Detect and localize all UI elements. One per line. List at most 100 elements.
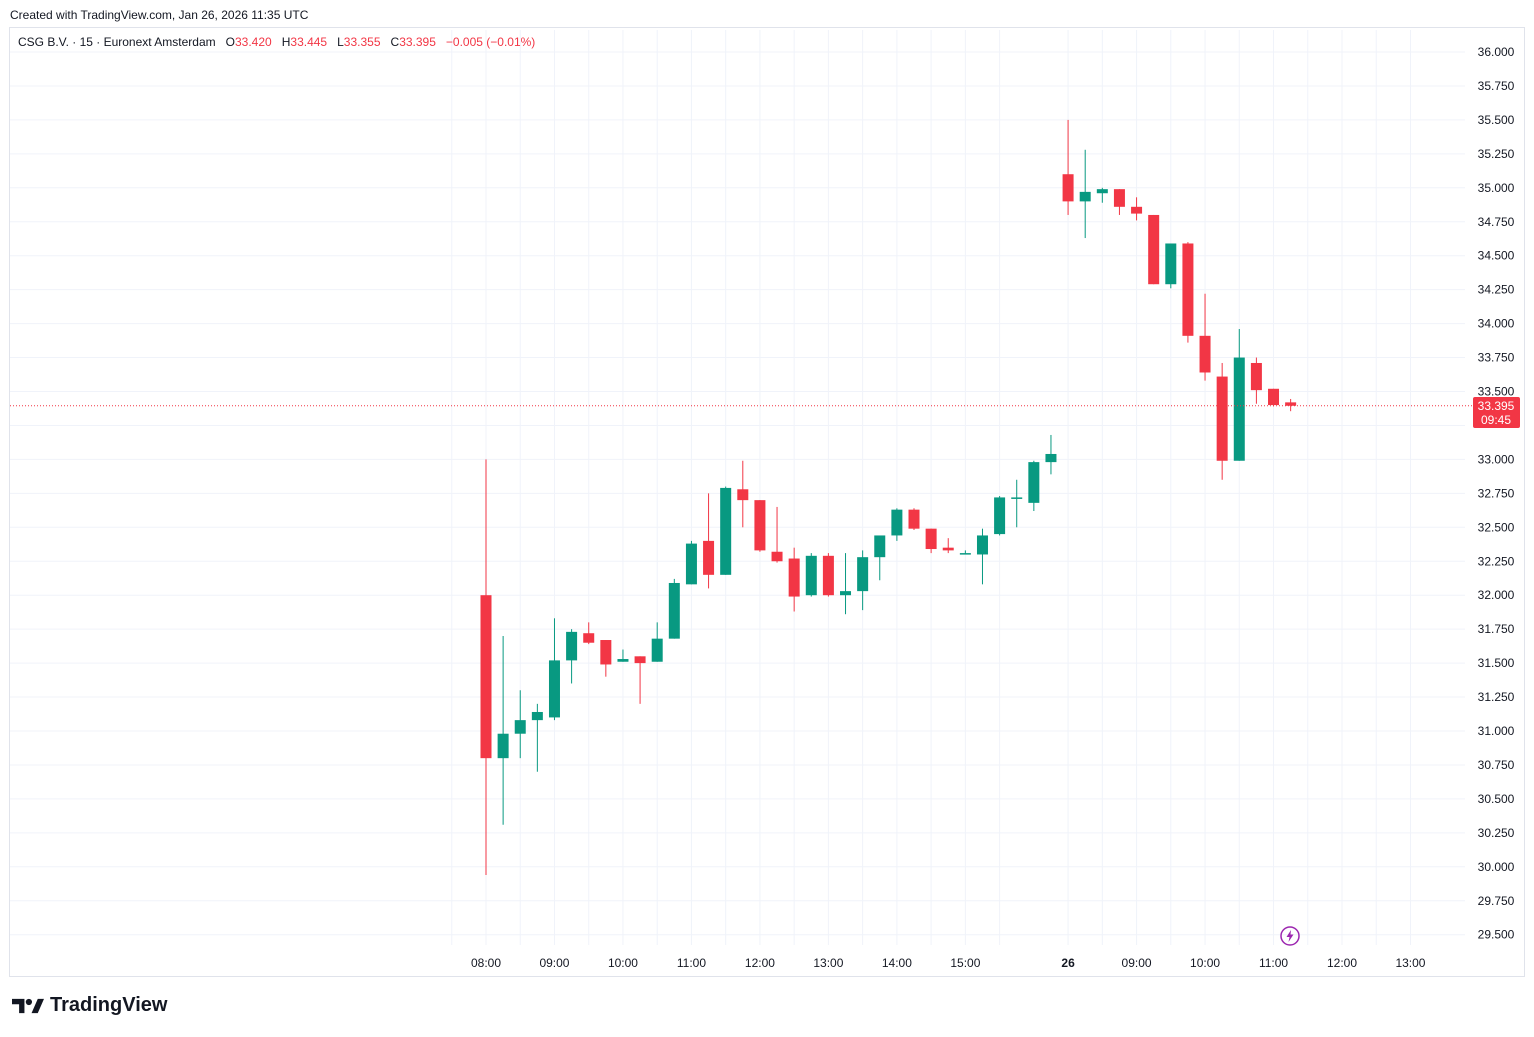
candle xyxy=(1216,362,1228,480)
candle xyxy=(822,553,834,597)
last-price-label: 33.395 09:45 xyxy=(1473,397,1520,428)
candle-body xyxy=(1028,462,1040,503)
candle-body xyxy=(1113,189,1125,207)
time-tick-label: 13:00 xyxy=(1395,956,1425,970)
candle-body xyxy=(514,720,526,734)
time-tick-label: 10:00 xyxy=(608,956,638,970)
ohlc-legend: CSG B.V. · 15 · Euronext Amsterdam O33.4… xyxy=(18,35,535,49)
tradingview-logo[interactable]: TradingView xyxy=(12,994,167,1017)
candle xyxy=(805,553,817,597)
price-tick-label: 35.000 xyxy=(1478,181,1515,195)
time-tick-label: 13:00 xyxy=(813,956,843,970)
price-axis[interactable]: 36.000 35.750 35.500 35.250 35.000 34.750 34.5… xyxy=(1478,45,1515,942)
price-tick-label: 32.000 xyxy=(1478,588,1515,602)
candle xyxy=(754,500,766,552)
candle xyxy=(617,649,629,662)
candle xyxy=(874,535,886,581)
candle-body xyxy=(497,733,509,759)
time-tick-label: 11:00 xyxy=(1259,956,1288,970)
candle xyxy=(1045,434,1057,475)
last-price-label-bg xyxy=(1473,397,1520,428)
candle-body xyxy=(737,489,749,501)
candle xyxy=(891,508,903,541)
price-tick-label: 31.750 xyxy=(1478,622,1515,636)
tradingview-logo-icon xyxy=(12,998,44,1013)
candle-body xyxy=(1148,214,1160,285)
time-tick-label: 12:00 xyxy=(1327,956,1357,970)
price-tick-label: 34.000 xyxy=(1478,317,1515,331)
candle-body xyxy=(1096,189,1108,194)
price-tick-label: 31.500 xyxy=(1478,656,1515,670)
tradingview-logo-text: TradingView xyxy=(50,994,168,1016)
candle xyxy=(651,622,663,662)
candle-body xyxy=(617,659,629,662)
high-value: 33.445 xyxy=(290,35,328,49)
candle xyxy=(1250,357,1262,404)
symbol-title[interactable]: CSG B.V. · 15 · Euronext Amsterdam xyxy=(18,35,216,49)
price-tick-label: 34.750 xyxy=(1478,215,1515,229)
time-tick-label: 26 xyxy=(1061,956,1075,970)
candle-body xyxy=(976,535,988,555)
candle-body xyxy=(685,543,697,585)
grid-lines xyxy=(10,30,1465,945)
candle-body xyxy=(1250,362,1262,391)
lightning-bolt-icon[interactable] xyxy=(1280,926,1300,946)
candle-body xyxy=(1165,243,1177,285)
time-tick-label: 10:00 xyxy=(1190,956,1220,970)
candle-body xyxy=(548,660,560,718)
candle xyxy=(840,553,852,615)
candle xyxy=(634,656,646,704)
candle xyxy=(1199,293,1211,381)
candle xyxy=(1268,388,1280,407)
candle-body xyxy=(942,547,954,551)
candle xyxy=(548,618,560,721)
candle xyxy=(668,578,680,639)
candle xyxy=(1113,189,1125,215)
candle-body xyxy=(703,540,715,575)
price-tick-label: 34.500 xyxy=(1478,249,1515,263)
last-price-value: 33.395 xyxy=(1478,399,1515,413)
time-tick-label: 09:00 xyxy=(1122,956,1152,970)
candle-body xyxy=(754,500,766,551)
candle xyxy=(531,703,543,772)
candle-body xyxy=(720,487,732,575)
candle-body xyxy=(1062,174,1074,202)
candle xyxy=(566,629,578,684)
candle-body xyxy=(651,638,663,662)
candle xyxy=(1028,460,1040,512)
candle xyxy=(1062,119,1074,215)
time-tick-label: 14:00 xyxy=(882,956,912,970)
price-tick-label: 34.250 xyxy=(1478,283,1515,297)
time-axis[interactable]: 08:00 09:00 10:00 11:00 12:00 13:00 14:00 15:00… xyxy=(471,956,1426,970)
price-tick-label: 32.500 xyxy=(1478,520,1515,534)
candle-body xyxy=(1285,402,1297,406)
candle xyxy=(925,528,937,554)
candle xyxy=(771,506,783,563)
candle xyxy=(908,508,920,531)
candle-body xyxy=(1199,335,1211,373)
candle-body xyxy=(857,557,869,592)
candle-body xyxy=(874,535,886,558)
candle xyxy=(1096,187,1108,203)
candle xyxy=(1131,197,1143,221)
candle-body xyxy=(1011,497,1023,499)
price-tick-label: 33.500 xyxy=(1478,385,1515,399)
candle-body xyxy=(668,582,680,639)
price-tick-label: 30.500 xyxy=(1478,792,1515,806)
time-tick-label: 15:00 xyxy=(950,956,980,970)
candle-body xyxy=(771,551,783,562)
candle-body xyxy=(1216,376,1228,461)
candle-body xyxy=(891,509,903,536)
candle xyxy=(959,550,971,555)
open-value: 33.420 xyxy=(235,35,272,49)
time-tick-label: 12:00 xyxy=(745,956,775,970)
candle-body xyxy=(480,595,492,759)
price-tick-label: 30.000 xyxy=(1478,860,1515,874)
chart-frame xyxy=(9,27,1525,977)
candle-body xyxy=(1131,206,1143,214)
candle-body xyxy=(1233,357,1245,461)
change-value: −0.005 (−0.01%) xyxy=(445,35,536,49)
close-value: 33.395 xyxy=(399,35,436,49)
candle xyxy=(480,459,492,875)
